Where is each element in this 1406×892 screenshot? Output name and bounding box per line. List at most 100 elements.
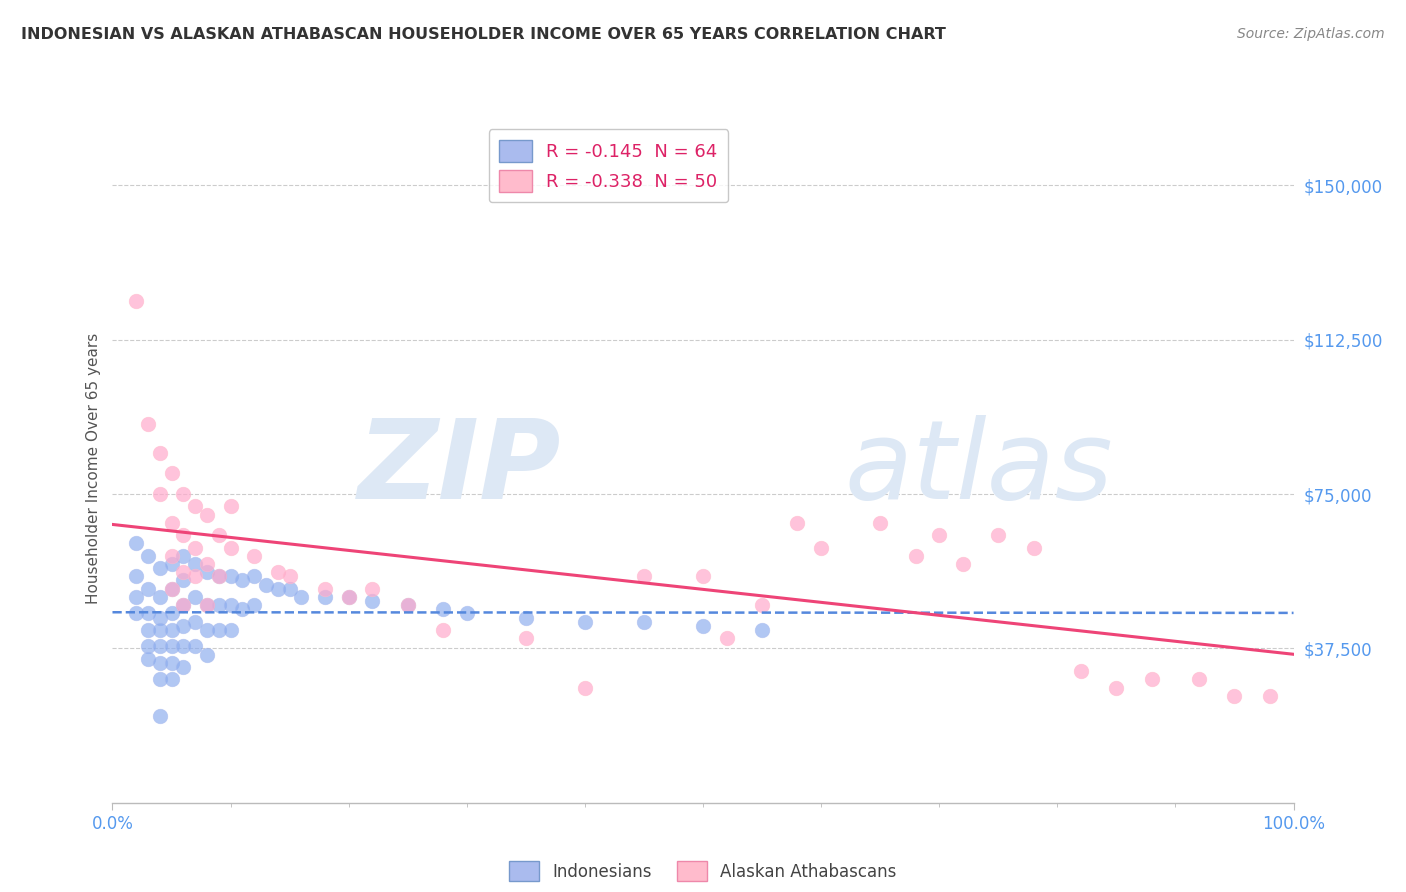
Text: ZIP: ZIP (357, 415, 561, 522)
Point (928, 528, 950, 542)
Text: INDONESIAN VS ALASKAN ATHABASCAN HOUSEHOLDER INCOME OVER 65 YEARS CORRELATION CH: INDONESIAN VS ALASKAN ATHABASCAN HOUSEHO… (21, 27, 946, 42)
Point (1188, 673, 1211, 687)
Point (149, 610, 172, 624)
Point (231, 574, 253, 588)
Point (149, 673, 172, 687)
Point (125, 536, 148, 550)
Point (160, 516, 183, 530)
Point (751, 598, 773, 612)
Point (1022, 541, 1045, 555)
Point (149, 656, 172, 670)
Point (692, 569, 714, 583)
Point (160, 656, 183, 670)
Point (432, 602, 454, 616)
Point (396, 598, 419, 612)
Point (149, 623, 172, 637)
Point (208, 569, 231, 583)
Y-axis label: Householder Income Over 65 years: Householder Income Over 65 years (86, 333, 101, 604)
Point (456, 607, 478, 621)
Text: Source: ZipAtlas.com: Source: ZipAtlas.com (1237, 27, 1385, 41)
Point (195, 598, 218, 612)
Point (184, 569, 207, 583)
Point (987, 528, 1010, 542)
Point (125, 590, 148, 604)
Point (136, 582, 159, 596)
Point (172, 619, 194, 633)
Point (160, 582, 183, 596)
Point (125, 607, 148, 621)
Point (172, 528, 194, 542)
Point (243, 569, 266, 583)
Point (231, 602, 253, 616)
Point (136, 651, 159, 665)
Point (267, 582, 290, 596)
Point (184, 640, 207, 654)
Point (337, 590, 360, 604)
Point (574, 681, 596, 695)
Point (195, 557, 218, 571)
Point (160, 640, 183, 654)
Point (869, 516, 891, 530)
Legend: Indonesians, Alaskan Athabascans: Indonesians, Alaskan Athabascans (502, 855, 904, 888)
Text: atlas: atlas (845, 415, 1114, 522)
Point (184, 500, 207, 514)
Point (786, 516, 808, 530)
Point (195, 623, 218, 637)
Point (136, 607, 159, 621)
Point (195, 598, 218, 612)
Point (160, 549, 183, 563)
Point (172, 660, 194, 674)
Point (172, 549, 194, 563)
Point (136, 640, 159, 654)
Point (952, 557, 974, 571)
Point (208, 598, 231, 612)
Point (267, 566, 290, 580)
Point (432, 623, 454, 637)
Point (219, 598, 242, 612)
Point (160, 623, 183, 637)
Point (195, 648, 218, 662)
Point (172, 574, 194, 588)
Point (278, 569, 301, 583)
Point (1140, 673, 1163, 687)
Point (184, 541, 207, 555)
Point (633, 569, 655, 583)
Point (810, 541, 832, 555)
Point (195, 566, 218, 580)
Point (125, 293, 148, 308)
Point (361, 594, 384, 608)
Point (515, 631, 537, 645)
Point (219, 500, 242, 514)
Point (160, 557, 183, 571)
Point (195, 508, 218, 522)
Point (160, 673, 183, 687)
Point (290, 590, 312, 604)
Point (149, 709, 172, 723)
Point (1070, 664, 1092, 678)
Point (136, 417, 159, 431)
Point (243, 549, 266, 563)
Point (172, 598, 194, 612)
Point (1223, 689, 1246, 703)
Point (125, 569, 148, 583)
Point (314, 590, 336, 604)
Point (172, 566, 194, 580)
Point (243, 598, 266, 612)
Point (633, 615, 655, 629)
Point (184, 615, 207, 629)
Point (149, 590, 172, 604)
Point (184, 557, 207, 571)
Point (219, 541, 242, 555)
Point (692, 619, 714, 633)
Point (337, 590, 360, 604)
Point (208, 528, 231, 542)
Point (314, 582, 336, 596)
Point (160, 582, 183, 596)
Point (208, 569, 231, 583)
Point (149, 640, 172, 654)
Point (574, 615, 596, 629)
Point (160, 607, 183, 621)
Point (149, 561, 172, 575)
Point (184, 590, 207, 604)
Point (361, 582, 384, 596)
